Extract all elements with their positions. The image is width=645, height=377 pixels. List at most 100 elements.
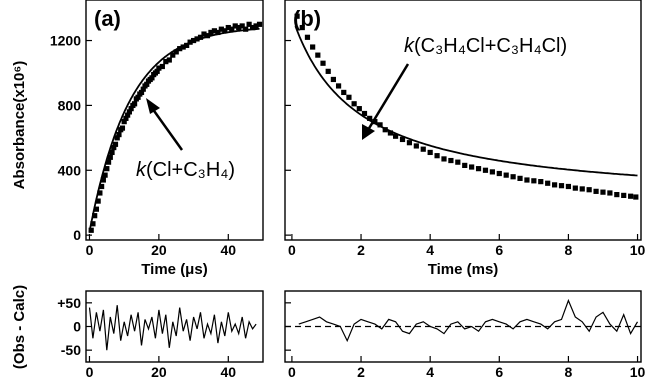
data-point [135,94,141,100]
data-point [97,190,103,196]
data-point [114,135,120,141]
data-point [315,52,321,58]
data-point [531,178,537,184]
data-point [121,119,127,125]
panel-a-frame [85,0,264,241]
data-point [232,23,238,29]
data-point [361,110,368,117]
data-point [628,193,634,199]
arrow-b-head [362,124,375,140]
data-point [111,144,117,151]
panel-b-residuals: 0 2 4 6 8 10 [284,290,645,377]
data-point [469,164,475,170]
x-tick-label: 4 [426,242,434,258]
data-point [243,26,249,32]
data-point [126,109,132,115]
x-tick-label: 6 [495,242,503,258]
data-point [489,169,495,175]
data-point [346,94,352,100]
main-y-axis-title: Absorbance(x10⁶) [11,61,28,190]
data-point [387,130,394,136]
data-point [123,115,129,121]
data-point [558,183,565,189]
y-tick-label: 0 [73,319,81,335]
data-point [180,44,186,50]
annotation-b-text: (C₃H₄Cl+C₃H₄Cl) [414,35,567,57]
data-point [119,125,126,131]
panel-label-b: (b) [293,6,321,31]
data-point [184,42,190,49]
annotation-a-text: (Cl+C₃H₄) [146,159,235,181]
residual-y-axis-label: (Obs - Calc) [11,285,28,369]
data-point [99,183,105,190]
data-point [197,34,204,40]
x-tick-label: 40 [221,364,237,377]
data-point [524,177,530,183]
data-point [187,39,193,45]
residual-y-axis-title: (Obs - Calc) [11,285,28,369]
data-point [341,89,347,96]
data-point [503,172,509,178]
data-point [190,37,197,44]
data-point [102,172,108,178]
data-point [100,177,106,183]
data-point [434,153,440,159]
data-point [177,46,183,52]
data-point [335,83,342,89]
data-point [249,24,256,31]
data-point [351,101,357,107]
data-point [201,31,207,37]
data-point [420,146,426,152]
x-tick-label: 2 [357,364,365,377]
x-tick-label: 8 [565,242,573,258]
data-point [215,29,221,36]
annotation-a: k(Cl+C₃H₄) [136,159,235,181]
x-tick-label: 2 [357,242,365,258]
data-point [222,28,228,34]
data-point [593,188,599,194]
data-point [517,175,523,181]
fit-curve-a [88,27,260,233]
data-point [621,192,627,199]
data-point [545,180,551,186]
data-point [92,213,98,219]
data-point [166,57,172,63]
data-point [304,34,311,40]
panel-b-frame [284,0,642,241]
data-point [372,119,378,125]
x-tick-label: 0 [86,242,94,258]
data-point [330,76,336,83]
data-point [406,140,413,146]
data-point [156,65,162,71]
data-point [538,179,544,185]
data-point [510,174,516,180]
data-point [218,26,224,32]
data-point [393,133,399,139]
data-point [208,29,214,36]
y-tick-label: +50 [57,295,81,311]
y-tick-label: 0 [73,227,81,243]
data-point [225,24,231,31]
annotation-a-k: k [136,159,147,181]
y-tick-label: 800 [58,97,82,113]
data-point [125,112,131,118]
data-point [320,60,326,66]
data-point [551,182,558,188]
data-point [256,21,263,27]
data-point [204,33,211,39]
data-point [239,23,245,29]
x-tick-label: 20 [151,364,167,377]
data-point [140,86,146,92]
data-point [586,187,592,193]
data-point [482,167,489,173]
data-point [211,28,218,34]
data-point [579,186,585,192]
x-tick-label: 8 [565,364,573,377]
data-point [427,149,433,156]
data-point [88,227,94,233]
data-point [448,157,454,164]
data-point [475,166,482,172]
data-point [462,162,468,169]
data-point [128,106,134,112]
